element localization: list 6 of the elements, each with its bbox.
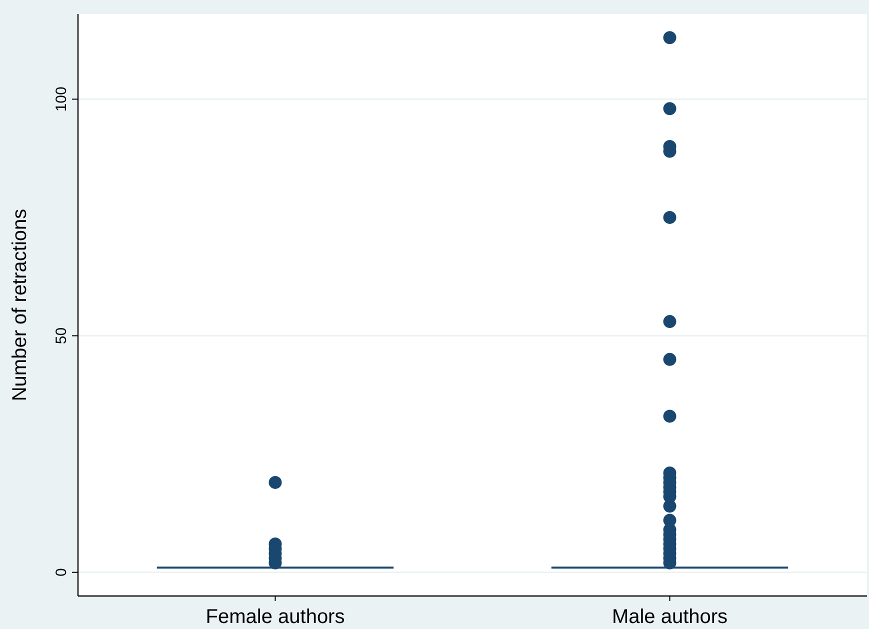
y-tick-label: 100 xyxy=(53,86,70,112)
x-tick-label: Female authors xyxy=(206,606,345,628)
y-tick-label: 50 xyxy=(53,327,70,344)
y-axis-title: Number of retractions xyxy=(9,208,31,402)
x-tick-label: Male authors xyxy=(612,606,728,628)
y-tick-label: 0 xyxy=(53,568,70,577)
